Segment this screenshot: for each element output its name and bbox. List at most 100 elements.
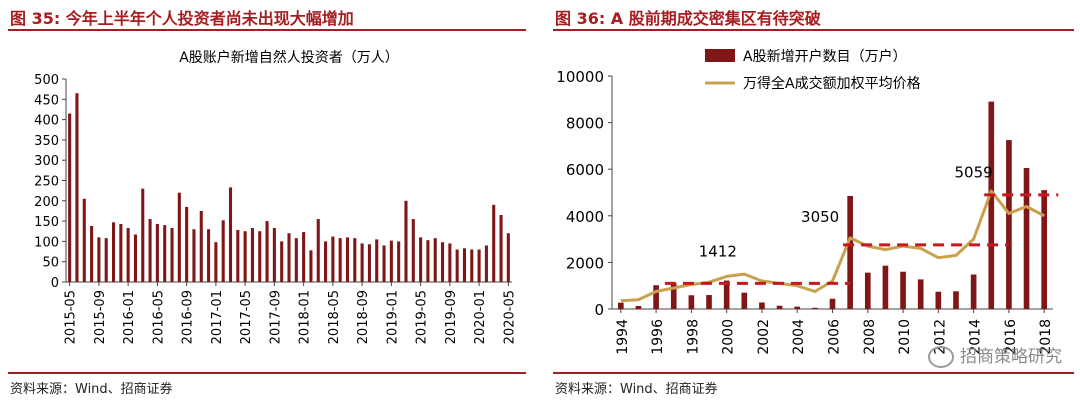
bar xyxy=(477,249,481,282)
bar xyxy=(133,234,137,282)
bar xyxy=(228,187,233,282)
y-tick-label: 0 xyxy=(594,301,604,319)
bar xyxy=(441,242,445,282)
bar xyxy=(1023,168,1030,309)
x-tick-label: 2019-09 xyxy=(444,290,459,344)
reference-label: 1412 xyxy=(699,242,737,260)
bar xyxy=(82,198,86,282)
y-tick-label: 10000 xyxy=(556,68,604,86)
y-tick-label: 8000 xyxy=(566,115,604,133)
bar xyxy=(119,223,123,282)
x-tick-label: 2015-09 xyxy=(93,290,108,344)
bar xyxy=(287,233,291,282)
bar xyxy=(207,229,211,282)
bar xyxy=(68,113,72,282)
bar xyxy=(302,232,306,282)
y-tick-label: 250 xyxy=(34,175,59,190)
bar xyxy=(177,192,181,282)
bar xyxy=(331,236,335,282)
bar xyxy=(309,250,313,282)
x-tick-label: 2015-05 xyxy=(64,290,79,344)
bar xyxy=(492,204,496,282)
bar xyxy=(90,225,94,282)
bar xyxy=(1041,190,1048,309)
y-tick-label: 500 xyxy=(34,73,59,88)
y-tick-label: 6000 xyxy=(566,161,604,179)
y-tick-label: 50 xyxy=(42,256,59,271)
y-tick-label: 0 xyxy=(51,276,59,291)
bar xyxy=(759,302,765,309)
x-tick-label: 2017-05 xyxy=(239,290,254,344)
bar xyxy=(389,240,393,282)
bar xyxy=(741,292,748,309)
left-source-note: 资料来源：Wind、招商证券 xyxy=(10,382,173,397)
bar xyxy=(141,188,145,282)
bar xyxy=(360,243,364,282)
bar xyxy=(829,298,836,309)
bar xyxy=(126,228,130,282)
x-tick-label: 2018 xyxy=(1038,319,1054,355)
bar xyxy=(617,302,624,309)
x-tick-label: 2016 xyxy=(1003,319,1019,355)
left-chart-panel: 图 35: 今年上半年个人投资者尚未出现大幅增加 A股账户新增自然人投资者（万人… xyxy=(0,0,532,404)
bar xyxy=(506,233,510,282)
bar xyxy=(812,307,818,309)
bar xyxy=(185,206,189,282)
bar xyxy=(484,245,488,282)
legend-bar-label: A股新增开户数目（万户） xyxy=(743,48,907,65)
y-tick-label: 100 xyxy=(34,235,59,250)
bar xyxy=(280,241,284,282)
y-tick-label: 4000 xyxy=(566,208,604,226)
bar xyxy=(706,295,712,309)
bar xyxy=(111,222,116,282)
bar xyxy=(199,210,203,282)
bar xyxy=(353,238,357,282)
bar xyxy=(847,195,853,309)
bar xyxy=(375,239,379,282)
bar xyxy=(265,221,269,282)
bar xyxy=(170,228,174,282)
reference-label: 3050 xyxy=(801,208,839,226)
bar xyxy=(258,231,262,282)
bar xyxy=(338,238,342,282)
x-tick-label: 2002 xyxy=(756,319,772,355)
bar xyxy=(221,220,225,282)
bar xyxy=(382,245,386,282)
y-tick-label: 400 xyxy=(34,114,59,129)
x-tick-label: 2014 xyxy=(968,319,984,355)
bar xyxy=(988,101,995,309)
bar xyxy=(653,285,659,309)
right-combo-chart: 0 2000 4000 6000 8000 10000 1412 3050 5059 1994 19… xyxy=(556,48,1059,355)
bar xyxy=(104,238,108,282)
bar xyxy=(324,241,328,282)
x-tick-label: 1998 xyxy=(685,319,701,355)
bar xyxy=(882,265,889,309)
bar xyxy=(243,231,247,282)
y-tick-label: 200 xyxy=(34,195,59,210)
bar xyxy=(935,291,942,309)
reference-label: 5059 xyxy=(955,163,993,181)
bar xyxy=(688,295,695,309)
x-tick-label: 2010 xyxy=(897,319,913,355)
y-tick-label: 300 xyxy=(34,154,59,169)
left-source-rule xyxy=(8,372,526,374)
y-tick-label: 150 xyxy=(34,215,59,230)
bar xyxy=(192,229,196,282)
bar xyxy=(970,274,977,309)
bar xyxy=(917,279,924,309)
bar xyxy=(316,219,320,282)
bar xyxy=(433,238,437,282)
wechat-icon xyxy=(928,346,954,368)
x-tick-label: 2016-01 xyxy=(122,290,137,344)
bar xyxy=(723,280,730,309)
right-title-rule xyxy=(553,29,1074,31)
x-tick-label: 2019-05 xyxy=(415,290,430,344)
bar xyxy=(148,219,152,282)
bar xyxy=(953,291,959,309)
bar xyxy=(155,223,159,282)
bar xyxy=(345,237,350,282)
bar xyxy=(448,243,452,282)
x-tick-label: 2016-09 xyxy=(181,290,196,344)
x-tick-label: 2008 xyxy=(862,319,878,355)
bar xyxy=(272,228,276,282)
